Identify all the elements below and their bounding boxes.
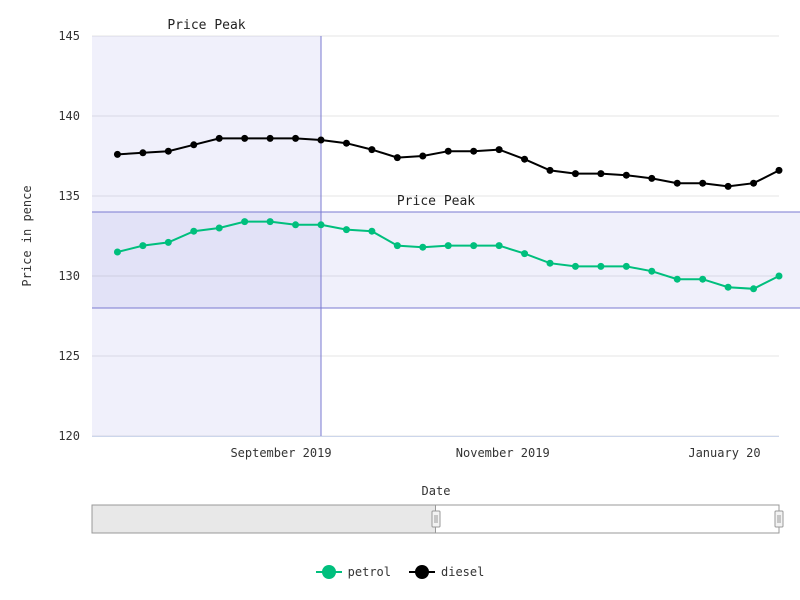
data-point-petrol (139, 242, 147, 250)
data-point-diesel (292, 134, 300, 142)
data-point-diesel (597, 170, 605, 178)
series-layer (113, 134, 783, 293)
data-point-diesel (342, 139, 350, 147)
data-point-petrol (393, 242, 401, 250)
data-point-petrol (622, 262, 630, 270)
data-point-petrol (750, 285, 758, 293)
data-point-diesel (190, 141, 198, 149)
navigator-handle-right[interactable] (774, 510, 784, 528)
legend-item-diesel[interactable]: diesel (409, 562, 484, 582)
data-point-diesel (368, 146, 376, 154)
data-point-diesel (317, 136, 325, 144)
data-point-diesel (622, 171, 630, 179)
data-point-petrol (571, 262, 579, 270)
data-point-petrol (190, 227, 198, 235)
annotation-label: Price Peak (167, 18, 245, 33)
data-point-petrol (317, 221, 325, 229)
range-navigator[interactable] (91, 504, 784, 534)
data-point-petrol (699, 275, 707, 283)
data-point-petrol (419, 243, 427, 251)
data-point-petrol (444, 242, 452, 250)
data-point-petrol (775, 272, 783, 280)
plot-bands (92, 36, 800, 436)
y-axis-title: Price in pence (20, 185, 34, 286)
data-point-diesel (419, 152, 427, 160)
x-tick-label: November 2019 (456, 446, 550, 460)
data-point-diesel (699, 179, 707, 187)
data-point-diesel (673, 179, 681, 187)
data-point-petrol (495, 242, 503, 250)
y-tick-label: 130 (58, 269, 80, 283)
data-point-diesel (521, 155, 529, 163)
data-point-diesel (241, 134, 249, 142)
data-point-petrol (215, 224, 223, 232)
data-point-diesel (648, 174, 656, 182)
data-point-petrol (241, 218, 249, 226)
data-point-diesel (470, 147, 478, 155)
data-point-diesel (113, 150, 121, 158)
data-point-diesel (775, 166, 783, 174)
data-point-diesel (724, 182, 732, 190)
data-point-diesel (444, 147, 452, 155)
legend-label-petrol: petrol (347, 565, 391, 579)
data-point-diesel (215, 134, 223, 142)
data-point-diesel (546, 166, 554, 174)
x-tick-label: September 2019 (230, 446, 331, 460)
y-tick-label: 135 (58, 189, 80, 203)
data-point-diesel (139, 149, 147, 157)
navigator-selection[interactable] (91, 504, 436, 534)
navigator-handle-left[interactable] (431, 510, 441, 528)
y-tick-label: 125 (58, 349, 80, 363)
data-point-petrol (673, 275, 681, 283)
y-plot-band (92, 212, 800, 308)
x-axis-title: Date (422, 484, 451, 498)
data-point-petrol (164, 238, 172, 246)
legend-label-diesel: diesel (441, 565, 485, 579)
data-point-diesel (266, 134, 274, 142)
data-point-petrol (292, 221, 300, 229)
data-point-diesel (164, 147, 172, 155)
data-point-petrol (113, 248, 121, 256)
x-tick-label: January 20 (688, 446, 760, 460)
data-point-diesel (495, 146, 503, 154)
data-point-petrol (648, 267, 656, 275)
annotation-label: Price Peak (397, 194, 475, 209)
data-point-petrol (470, 242, 478, 250)
labels: 120 125 130 135 140 145 September 2019 November… (58, 18, 760, 460)
data-point-petrol (368, 227, 376, 235)
legend-marker-petrol (315, 562, 342, 582)
legend-marker-diesel (409, 562, 435, 582)
data-point-petrol (546, 259, 554, 267)
data-point-petrol (521, 250, 529, 258)
data-point-diesel (750, 179, 758, 187)
data-point-petrol (597, 262, 605, 270)
data-point-diesel (393, 154, 401, 162)
data-point-petrol (724, 283, 732, 291)
data-point-petrol (342, 226, 350, 234)
legend-item-petrol[interactable]: petrol (315, 562, 391, 582)
data-point-petrol (266, 218, 274, 226)
x-plot-band (92, 36, 321, 436)
legend: petrol diesel (0, 562, 800, 582)
y-tick-label: 140 (58, 109, 80, 123)
y-tick-label: 120 (58, 429, 80, 443)
y-tick-label: 145 (58, 29, 80, 43)
data-point-diesel (571, 170, 579, 178)
